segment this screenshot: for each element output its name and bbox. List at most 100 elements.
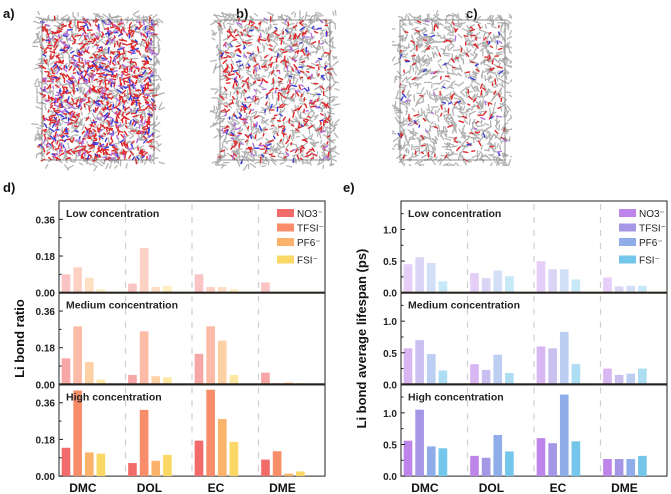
bar-dme-no3 (603, 277, 612, 293)
bar-dol-tfsi (139, 409, 149, 477)
bar-dol-no3 (470, 455, 479, 477)
legend-label: FSI⁻ (639, 256, 660, 267)
xtick-label-dmc: DMC (411, 481, 439, 494)
bar-dol-fsi (505, 373, 514, 385)
bar-dol-no3 (470, 364, 479, 385)
bar-dme-no3 (603, 459, 612, 477)
bar-ec-no3 (536, 346, 546, 385)
legend-swatch (619, 238, 636, 246)
legend-swatch (619, 209, 636, 217)
bar-dme-tfsi (614, 286, 624, 293)
bar-ec-pf6 (217, 286, 227, 293)
bar-dmc-fsi (96, 453, 106, 477)
subplot-title: Medium concentration (66, 300, 178, 312)
simulation-box-outline (399, 19, 506, 161)
bar-dol-fsi (163, 377, 172, 385)
bar-ec-pf6 (217, 340, 227, 385)
bar-dol-pf6 (151, 460, 161, 477)
legend-label: NO3⁻ (297, 209, 323, 220)
bar-ec-pf6 (217, 419, 227, 477)
bar-ec-no3 (194, 353, 204, 385)
ytick-label: 0.5 (383, 257, 397, 268)
bar-dme-tfsi (272, 451, 282, 477)
subplot-title: High concentration (408, 391, 504, 403)
bar-dme-no3 (603, 368, 612, 385)
ytick-label: 1.0 (383, 225, 397, 236)
bar-dmc-fsi (438, 370, 448, 385)
bar-dol-tfsi (139, 331, 149, 385)
bar-dmc-no3 (403, 348, 413, 385)
bar-dmc-fsi (96, 289, 106, 293)
bar-dme-tfsi (614, 459, 624, 477)
ytick-label: 0.36 (36, 307, 56, 318)
bar-ec-no3 (194, 440, 204, 477)
bar-dmc-fsi (438, 281, 448, 293)
subplot-high-concentration: 0.00 0.18 0.36 High concentration (36, 383, 326, 483)
ytick-label: 0.18 (36, 344, 56, 355)
bar-ec-tfsi (206, 389, 215, 477)
xtick-label-dol: DOL (137, 481, 162, 494)
xtick-label-dme: DME (269, 481, 296, 494)
bar-dme-pf6 (626, 373, 636, 385)
legend-swatch (619, 255, 636, 264)
bar-dmc-tfsi (73, 390, 82, 477)
bar-dmc-tfsi (415, 340, 424, 385)
bar-dol-tfsi (139, 247, 149, 293)
bar-dol-pf6 (493, 354, 503, 385)
legend-swatch (277, 209, 294, 217)
ytick-label: 0.00 (36, 472, 56, 483)
subplot-medium-concentration: 0.0 0.5 1.0 Medium concentration (383, 292, 668, 391)
bar-dmc-pf6 (84, 361, 94, 385)
xtick-label-ec: EC (550, 481, 567, 494)
ytick-label: 0.18 (36, 435, 56, 446)
molecule-cloud (210, 9, 341, 171)
legend-label: TFSI⁻ (639, 224, 666, 235)
subplot-title: High concentration (66, 391, 162, 403)
xtick-label-ec: EC (208, 481, 225, 494)
ytick-label: 0.36 (36, 215, 56, 226)
bar-dol-no3 (470, 273, 479, 293)
bar-dol-no3 (128, 463, 137, 477)
panel-label-a: a) (3, 6, 15, 21)
legend-label: PF6⁻ (297, 238, 321, 249)
bar-ec-fsi (571, 364, 581, 385)
legend-label: TFSI⁻ (297, 224, 324, 235)
bar-dmc-tfsi (73, 267, 82, 293)
subplot-high-concentration: 0.0 0.5 1.0 High concentration (383, 383, 668, 483)
bar-ec-tfsi (548, 269, 557, 293)
legend-swatch (277, 223, 294, 232)
bar-dol-fsi (505, 276, 514, 293)
simulation-snapshot-a (31, 10, 166, 172)
bar-dmc-no3 (61, 358, 71, 385)
bar-dme-tfsi (614, 374, 624, 385)
bar-ec-tfsi (548, 443, 557, 477)
bar-dol-pf6 (151, 286, 161, 293)
bar-dme-no3 (261, 372, 270, 385)
molecule-cloud (392, 10, 512, 166)
ytick-label: 0.0 (383, 472, 397, 483)
bar-dol-fsi (505, 451, 514, 477)
bar-dol-fsi (163, 454, 172, 477)
bar-dmc-no3 (61, 274, 71, 293)
legend: NO3⁻ TFSI⁻ PF6⁻ FSI⁻ (619, 209, 666, 267)
bar-dme-no3 (261, 282, 270, 293)
bar-dmc-pf6 (426, 446, 436, 477)
bar-dmc-fsi (96, 379, 106, 385)
y-axis-label: Li bond ratio (12, 299, 27, 378)
ytick-label: 0.5 (383, 440, 397, 451)
bar-ec-tfsi (206, 326, 215, 385)
bar-dmc-pf6 (84, 452, 94, 477)
panel-label-e: e) (343, 180, 355, 195)
molecule-cloud (31, 10, 166, 172)
legend-swatch (277, 255, 294, 264)
bar-dmc-tfsi (415, 257, 424, 293)
bar-dme-no3 (261, 459, 270, 477)
simulation-box-outline (219, 19, 331, 161)
bar-ec-fsi (571, 279, 581, 293)
bar-dol-no3 (128, 375, 137, 385)
bar-dmc-pf6 (84, 277, 94, 293)
bar-dol-tfsi (481, 369, 491, 385)
legend-swatch (277, 238, 294, 246)
legend-swatch (619, 223, 636, 232)
bar-dol-pf6 (151, 376, 161, 385)
